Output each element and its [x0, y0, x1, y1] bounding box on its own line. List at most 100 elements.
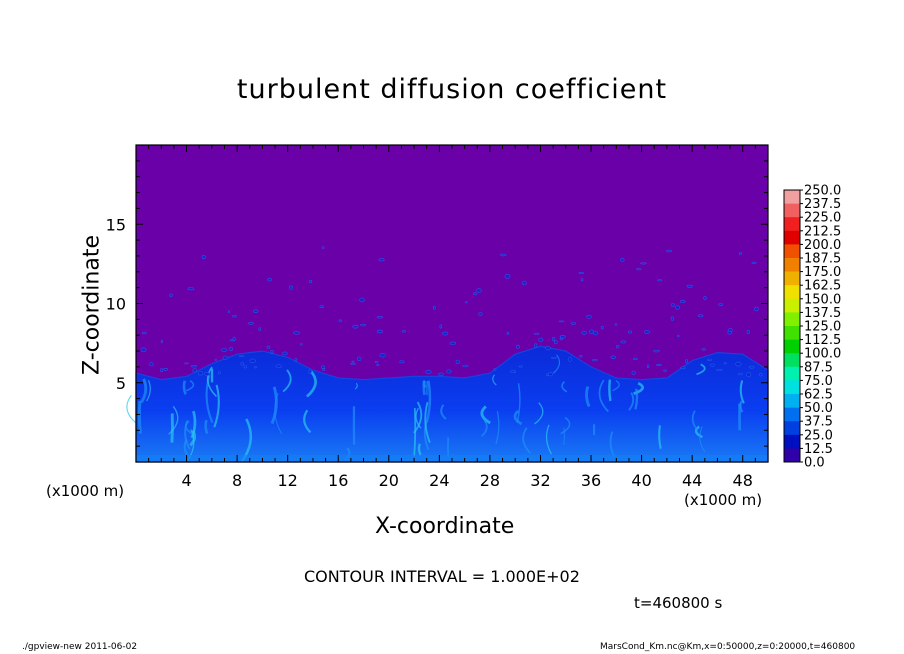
colorbar-label: 150.0: [804, 292, 841, 307]
eddy-spot: [620, 257, 625, 262]
eddy-spot: [545, 346, 551, 351]
eddy-spot: [579, 355, 583, 358]
turbulence-streak: [303, 409, 312, 434]
colorbar-label: 62.5: [804, 388, 833, 403]
eddy-spot: [214, 358, 218, 361]
eddy-spot: [266, 345, 271, 349]
eddy-spot: [738, 372, 743, 376]
turbulence-streak: [425, 380, 432, 423]
footer-right: MarsCond_Km.nc@Km,x=0:50000,z=0:20000,t=…: [600, 642, 856, 652]
colorbar-label: 12.5: [804, 442, 833, 457]
turbulence-streak: [739, 400, 744, 413]
time-label: t=460800 s: [634, 594, 723, 612]
eddy-spot: [192, 368, 198, 373]
turbulence-streak: [585, 386, 591, 408]
y-axis-label: Z-coordinate: [79, 235, 105, 375]
turbulence-streak: [213, 384, 220, 428]
eddy-spot: [509, 370, 516, 373]
turbulence-streak: [699, 426, 706, 453]
eddy-spot: [218, 371, 221, 375]
eddy-spot: [677, 334, 680, 338]
eddy-spot: [438, 372, 444, 376]
x-tick-label: 48: [733, 471, 753, 490]
turbulence-streak: [480, 405, 491, 425]
colorbar-label: 50.0: [804, 401, 833, 416]
eddy-spot: [754, 307, 759, 312]
eddy-spot: [357, 356, 362, 361]
turbulence-streak: [492, 374, 497, 386]
colorbar-label: 25.0: [804, 428, 833, 443]
eddy-spot: [222, 355, 229, 360]
eddy-spot: [666, 249, 672, 253]
eddy-spot: [258, 327, 262, 332]
x-tick-label: 28: [480, 471, 500, 490]
x-tick-label: 44: [682, 471, 702, 490]
eddy-spot: [559, 335, 566, 339]
eddy-spot: [614, 323, 618, 326]
turbulence-streak: [440, 404, 447, 420]
eddy-spot: [187, 287, 195, 291]
colorbar-swatch: [784, 326, 800, 340]
eddy-spot: [432, 305, 436, 310]
contour-interval-label: CONTOUR INTERVAL = 1.000E+02: [304, 567, 580, 586]
colorbar-swatch: [784, 353, 800, 368]
colorbar-label: 112.5: [804, 333, 841, 348]
x-unit-label-right: (x1000 m): [684, 491, 763, 509]
turbulence-streak: [628, 392, 635, 411]
colorbar-swatch: [784, 407, 800, 422]
x-tick-label: 8: [232, 471, 242, 490]
chart-title: turbulent diffusion coefficient: [236, 74, 668, 105]
eddy-spot: [248, 321, 254, 325]
eddy-spot: [160, 339, 163, 344]
eddy-spot: [670, 316, 674, 321]
colorbar-label: 187.5: [804, 252, 841, 267]
turbulence-streak: [561, 381, 568, 393]
turbulence-streak: [170, 413, 174, 443]
colorbar-swatch: [784, 230, 800, 245]
eddy-spot: [249, 358, 256, 363]
eddy-spot: [439, 324, 443, 329]
turbulence-streak: [282, 369, 292, 393]
eddy-spot: [190, 365, 198, 368]
eddy-spot: [685, 359, 688, 364]
x-unit-label-left: (x1000 m): [46, 482, 125, 500]
eddy-spot: [149, 362, 154, 367]
eddy-spot: [581, 330, 587, 335]
colorbar-label: 125.0: [804, 320, 841, 335]
eddy-spot: [294, 357, 298, 362]
eddy-spot: [534, 343, 538, 348]
turbulence-streak: [413, 408, 417, 457]
turbulence-streak: [126, 395, 137, 424]
eddy-spot: [670, 303, 675, 307]
colorbar-label: 137.5: [804, 306, 841, 321]
eddy-spot: [504, 273, 511, 279]
colorbar-swatch: [784, 448, 800, 463]
turbulence-streak: [522, 427, 532, 454]
eddy-spot: [141, 331, 147, 335]
eddy-spot: [589, 329, 594, 335]
eddy-spot: [697, 314, 704, 318]
eddy-spot: [701, 348, 706, 351]
eddy-spot: [309, 279, 313, 284]
turbulence-streak: [182, 380, 187, 395]
x-tick-label: 36: [581, 471, 601, 490]
turbulence-streak: [694, 425, 703, 439]
eddy-spot: [518, 365, 523, 368]
eddy-spot: [500, 253, 507, 257]
colorbar-label: 200.0: [804, 238, 841, 253]
colorbar-swatch: [784, 421, 800, 436]
turbulence-streak: [185, 420, 193, 435]
eddy-spot: [627, 330, 633, 334]
eddy-spot: [253, 309, 259, 313]
eddy-spot: [533, 332, 540, 335]
x-axis-label: X-coordinate: [375, 514, 515, 539]
colorbar-label: 162.5: [804, 279, 841, 294]
turbulence-streak: [481, 419, 488, 437]
eddy-spot: [679, 299, 686, 303]
x-tick-label: 4: [181, 471, 191, 490]
eddy-spot: [735, 361, 742, 367]
eddy-spot: [472, 292, 478, 296]
eddy-spot: [746, 329, 750, 335]
footer-left: ./gpview-new 2011-06-02: [22, 642, 138, 652]
